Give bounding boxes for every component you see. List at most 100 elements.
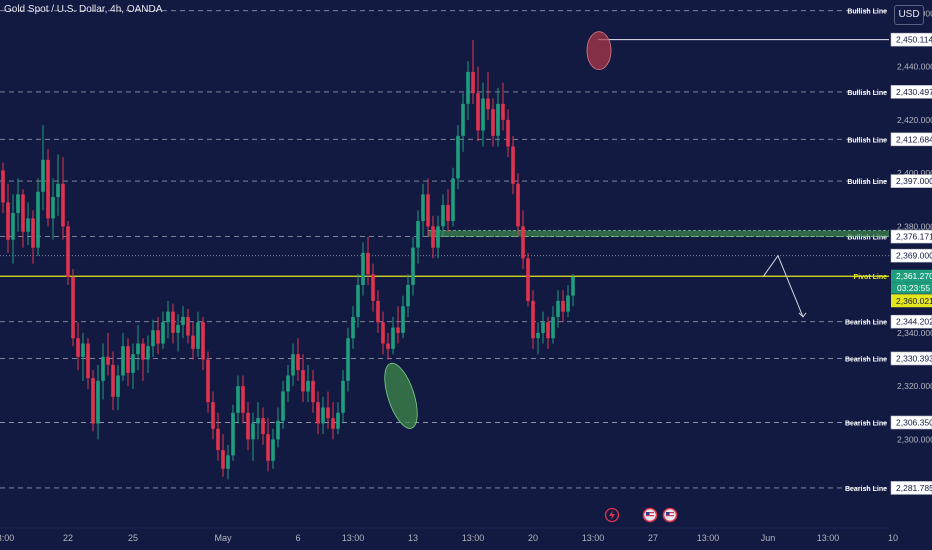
candle	[176, 324, 180, 333]
candle	[131, 354, 135, 373]
price-tick-label: 2,300.000	[897, 434, 932, 444]
candle	[121, 346, 125, 376]
candle	[476, 93, 480, 131]
candle	[56, 183, 60, 198]
candle	[471, 71, 475, 94]
candle	[381, 322, 385, 344]
candle	[146, 346, 150, 360]
level-price-tag	[890, 248, 932, 263]
candle	[201, 322, 205, 360]
candle	[416, 221, 420, 248]
candle	[51, 197, 55, 219]
candle	[506, 119, 510, 147]
level-price-tag	[890, 174, 932, 188]
level-price-text: 2,450.114	[896, 35, 932, 45]
candle	[411, 247, 415, 285]
candle	[421, 194, 425, 222]
candle	[516, 183, 520, 227]
candle	[461, 103, 465, 136]
candle	[531, 300, 535, 339]
candle	[281, 391, 285, 421]
candle	[181, 316, 185, 325]
candle	[211, 402, 215, 429]
candle	[521, 226, 525, 259]
level-price-text: 2,412.684	[896, 134, 932, 144]
level-label: Bearish Line	[845, 421, 887, 428]
candle	[291, 354, 295, 376]
us-flag-event-icon[interactable]	[662, 507, 678, 523]
candle	[331, 418, 335, 429]
time-tick-label: Jun	[761, 533, 776, 543]
time-tick-label: 25	[128, 533, 138, 543]
candle	[91, 378, 95, 424]
time-tick-label: 6	[295, 533, 300, 543]
time-tick-label: 13:00	[817, 533, 840, 543]
top-circle-marker[interactable]	[586, 31, 612, 71]
time-tick-label: May	[214, 533, 232, 543]
candle	[316, 402, 320, 424]
candle	[556, 300, 560, 317]
candle	[446, 205, 450, 222]
level-price-tag	[890, 314, 932, 329]
candle	[436, 226, 440, 248]
candle	[456, 135, 460, 179]
time-tick-label: 10	[888, 533, 898, 543]
candle	[6, 202, 10, 240]
bullish-ellipse-marker[interactable]	[378, 359, 424, 432]
candle	[501, 103, 505, 120]
level-label: Bullish Line	[847, 235, 887, 242]
price-tick-label: 2,440.000	[897, 62, 932, 72]
time-tick-label: 13:00	[697, 533, 720, 543]
countdown-tag	[891, 282, 932, 294]
price-tick-label: 2,400.000	[897, 168, 932, 178]
candle	[551, 316, 555, 339]
candle	[571, 276, 575, 296]
level-price-text: 2,330.393	[896, 353, 932, 363]
level-label: Pivot Line	[854, 274, 888, 281]
candle	[391, 327, 395, 349]
lightning-event-icon[interactable]	[604, 507, 620, 523]
candle	[371, 274, 375, 301]
price-tick-label: 2,420.000	[897, 115, 932, 125]
candle	[401, 306, 405, 333]
level-price-text: 2,369.000	[896, 251, 932, 261]
candle	[351, 316, 355, 339]
level-price-tag	[890, 85, 932, 99]
candle	[356, 284, 360, 317]
candle	[336, 412, 340, 429]
candle	[286, 375, 290, 392]
level-price-text: 2,397.000	[896, 176, 932, 186]
support-zone-rectangle[interactable]	[427, 230, 932, 237]
time-tick-label: 13:00	[582, 533, 605, 543]
candle	[251, 423, 255, 440]
level-price-text: 2,430.497	[896, 87, 932, 97]
candle	[451, 178, 455, 222]
candle	[366, 253, 370, 275]
candle	[66, 226, 70, 277]
candle	[11, 213, 15, 240]
candle	[486, 98, 490, 110]
candle	[396, 327, 400, 333]
level-price-tag	[891, 269, 932, 283]
projection-path[interactable]	[762, 254, 804, 318]
us-flag-event-icon[interactable]	[642, 507, 658, 523]
candle	[301, 370, 305, 392]
candles	[1, 39, 575, 480]
candle	[426, 194, 430, 227]
time-tick-label: 20	[528, 533, 538, 543]
level-price-tag	[890, 32, 932, 47]
candle	[61, 183, 65, 227]
candle	[296, 354, 300, 371]
candle	[186, 316, 190, 336]
candle	[1, 170, 5, 203]
candle	[111, 364, 115, 397]
candle	[96, 380, 100, 424]
currency-button[interactable]: USD	[894, 5, 924, 25]
candle	[276, 420, 280, 440]
candle	[116, 375, 120, 397]
candle	[491, 109, 495, 136]
candle	[21, 194, 25, 232]
candle	[261, 418, 265, 435]
